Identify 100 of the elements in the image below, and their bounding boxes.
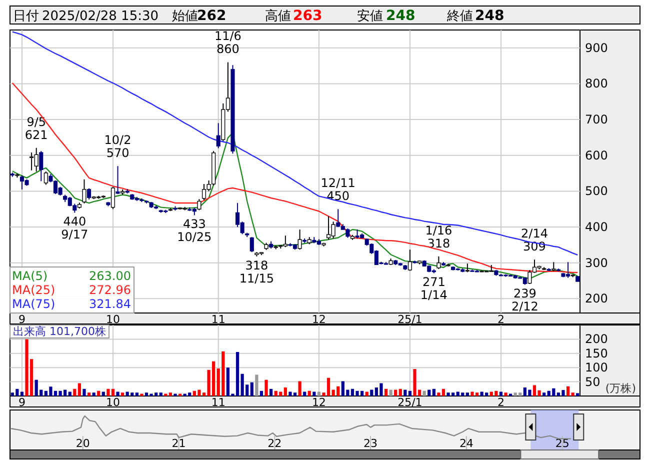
text: 終値 xyxy=(446,9,473,24)
candlestick xyxy=(408,249,412,272)
bar xyxy=(312,392,316,396)
text: 248 xyxy=(386,8,416,24)
bar xyxy=(102,392,105,396)
bar xyxy=(398,388,402,396)
x-tick-label: 2 xyxy=(497,313,504,326)
bar xyxy=(303,392,306,396)
annotation: 9/5 621 xyxy=(24,114,48,142)
line-series xyxy=(12,31,578,256)
x-tick-label: 12 xyxy=(312,396,326,409)
bar xyxy=(20,392,24,396)
chart-title: 出来高 101,700株 xyxy=(13,325,106,338)
candlestick xyxy=(110,186,116,210)
y-tick-label: 400 xyxy=(585,220,608,234)
text: MA(75) xyxy=(12,297,56,311)
bar xyxy=(284,387,287,396)
bar xyxy=(432,388,436,396)
candlestick xyxy=(116,166,120,195)
candlestick xyxy=(298,229,302,250)
bar xyxy=(365,392,368,396)
text: 248 xyxy=(475,8,504,24)
y-tick-label: 500 xyxy=(585,184,608,198)
annotation: 272.96 xyxy=(89,283,131,297)
annotation: 263.00 xyxy=(89,269,131,283)
text: 高値 xyxy=(265,8,291,24)
bar xyxy=(168,392,172,396)
bar xyxy=(116,392,120,396)
bar xyxy=(87,392,91,396)
bar xyxy=(404,390,407,396)
y-tick-label: 200 xyxy=(585,292,608,306)
text: 日付 xyxy=(13,9,39,24)
bar xyxy=(269,388,273,396)
x-tick-label: 21 xyxy=(172,437,186,450)
y-tick-label: 800 xyxy=(585,76,608,91)
x-tick-label: 10 xyxy=(106,313,120,326)
annotation: 433 10/25 xyxy=(177,217,212,244)
text: 2025/02/28 15:30 xyxy=(42,9,159,24)
annotation: 12/11 450 xyxy=(320,176,356,204)
x-tick-label: 25 xyxy=(555,437,570,450)
bar xyxy=(260,390,264,396)
bar xyxy=(92,392,96,396)
bar xyxy=(298,381,302,396)
annotation: 1/16 318 xyxy=(425,223,452,250)
bar xyxy=(466,392,469,396)
bar xyxy=(317,392,321,396)
candlestick xyxy=(250,236,254,253)
x-tick-label: 11 xyxy=(211,396,226,409)
x-tick-label: 23 xyxy=(364,437,378,450)
x-tick-label: 25/1 xyxy=(398,313,422,326)
x-tick-label: 9 xyxy=(18,313,26,326)
y-tick-label: 300 xyxy=(585,256,608,270)
y-tick-label: 200 xyxy=(585,332,608,346)
y-tick-label: 150 xyxy=(585,346,608,360)
bar xyxy=(389,390,392,396)
bar xyxy=(370,390,374,396)
bar xyxy=(542,392,546,396)
bar xyxy=(255,374,258,396)
bar xyxy=(121,392,124,396)
candlestick xyxy=(436,256,441,270)
y-tick-label: 100 xyxy=(585,360,608,375)
bar xyxy=(264,380,268,396)
annotation: 11/6 860 xyxy=(214,29,242,56)
text: 263 xyxy=(293,8,322,24)
candlestick xyxy=(82,178,86,204)
x-tick-label: 2 xyxy=(497,396,504,409)
text: 始値 xyxy=(172,9,198,24)
bar xyxy=(250,382,254,396)
bar xyxy=(576,393,580,396)
bar xyxy=(571,392,574,396)
x-tick-label: 10 xyxy=(106,396,120,409)
y-tick-label: 50 xyxy=(585,374,600,389)
bar xyxy=(566,386,570,396)
bar xyxy=(394,390,398,396)
bar xyxy=(499,392,503,396)
x-tick-label: 20 xyxy=(76,437,90,450)
bar xyxy=(504,392,508,396)
text: MA(5) xyxy=(12,269,48,283)
candlestick xyxy=(44,171,48,186)
x-tick-label: 12 xyxy=(312,313,326,326)
bar xyxy=(68,392,72,396)
annotation: 440 9/17 xyxy=(61,214,88,242)
annotation: 271 1/14 xyxy=(420,275,448,302)
annotation: 321.84 xyxy=(89,297,131,311)
bar xyxy=(73,388,76,396)
y-tick-label: 900 xyxy=(585,40,608,55)
y-tick-label: 700 xyxy=(585,112,608,127)
bar xyxy=(97,390,100,396)
bar xyxy=(159,392,162,396)
bar xyxy=(82,388,86,396)
bar xyxy=(408,390,412,396)
bar xyxy=(78,383,82,396)
text: 安値 xyxy=(357,8,383,24)
x-tick-label: 24 xyxy=(459,437,474,450)
bar xyxy=(308,390,311,396)
bar xyxy=(422,390,426,396)
x-tick-label: 9 xyxy=(18,396,26,409)
bar xyxy=(384,388,388,396)
x-tick-label: 25/1 xyxy=(398,396,422,409)
candlestick xyxy=(197,198,202,211)
